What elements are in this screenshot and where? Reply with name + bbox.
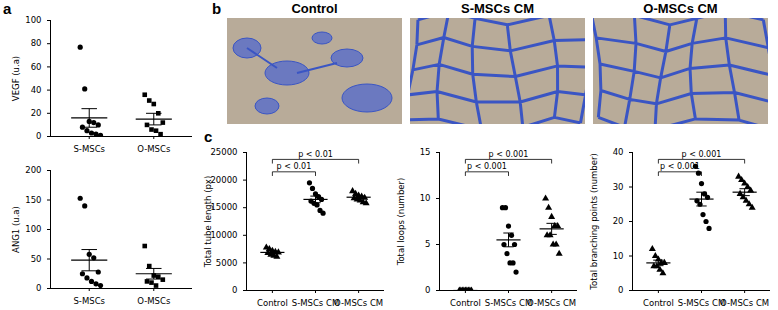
- svg-text:S-MSCs: S-MSCs: [73, 144, 105, 154]
- svg-text:O-MSCs CM: O-MSCs CM: [643, 1, 717, 16]
- svg-text:p < 0.001: p < 0.001: [467, 162, 507, 171]
- svg-text:100: 100: [25, 224, 41, 234]
- svg-text:20: 20: [613, 216, 624, 226]
- svg-text:20000: 20000: [210, 175, 237, 185]
- html-text:b: b: [212, 0, 222, 17]
- svg-text:150: 150: [25, 195, 41, 205]
- svg-text:Control: Control: [291, 1, 337, 16]
- svg-text:20: 20: [31, 108, 42, 118]
- svg-text:100: 100: [25, 15, 41, 25]
- html-text:a: a: [3, 0, 12, 17]
- svg-text:S-MSCs CM: S-MSCs CM: [485, 298, 533, 308]
- svg-text:p < 0.001: p < 0.001: [682, 150, 722, 159]
- svg-text:p < 0.001: p < 0.001: [489, 150, 529, 159]
- svg-text:15: 15: [420, 147, 431, 157]
- svg-text:O-MSCs: O-MSCs: [137, 296, 171, 306]
- svg-text:O-MSCs CM: O-MSCs CM: [527, 298, 576, 308]
- svg-text:25000: 25000: [210, 147, 237, 157]
- svg-text:O-MSCs CM: O-MSCs CM: [720, 298, 769, 308]
- svg-text:S-MSCs: S-MSCs: [73, 296, 105, 306]
- svg-text:30: 30: [613, 182, 624, 192]
- svg-text:80: 80: [31, 38, 42, 48]
- svg-text:10: 10: [613, 251, 624, 261]
- svg-text:S-MSCs CM: S-MSCs CM: [461, 1, 534, 16]
- svg-text:5000: 5000: [216, 258, 238, 268]
- svg-text:200: 200: [25, 165, 41, 175]
- svg-text:0: 0: [36, 283, 41, 293]
- svg-text:40: 40: [613, 147, 624, 157]
- svg-text:0: 0: [232, 285, 237, 295]
- svg-text:0: 0: [425, 285, 430, 295]
- svg-text:Control: Control: [257, 298, 288, 308]
- svg-text:S-MSCs CM: S-MSCs CM: [292, 298, 340, 308]
- svg-text:5: 5: [425, 239, 430, 249]
- svg-text:p < 0.01: p < 0.01: [277, 162, 312, 171]
- svg-text:Total loops (number): Total loops (number): [396, 178, 406, 267]
- svg-text:40: 40: [31, 85, 42, 95]
- svg-text:0: 0: [618, 285, 623, 295]
- svg-text:Total branching points (number: Total branching points (number): [589, 153, 599, 291]
- svg-text:Total tube length (px): Total tube length (px): [203, 176, 213, 268]
- svg-text:S-MSCs CM: S-MSCs CM: [678, 298, 726, 308]
- svg-text:O-MSCs: O-MSCs: [137, 144, 171, 154]
- svg-text:Control: Control: [643, 298, 674, 308]
- svg-text:p < 0.01: p < 0.01: [298, 150, 333, 159]
- svg-text:Control: Control: [450, 298, 481, 308]
- svg-text:VEGF (u.a): VEGF (u.a): [11, 56, 21, 101]
- svg-text:50: 50: [31, 254, 42, 264]
- svg-text:10: 10: [420, 193, 431, 203]
- svg-text:10000: 10000: [210, 230, 237, 240]
- svg-text:0: 0: [36, 131, 41, 141]
- svg-text:ANG1 (u.a): ANG1 (u.a): [11, 206, 21, 253]
- svg-text:60: 60: [31, 62, 42, 72]
- svg-text:O-MSCs CM: O-MSCs CM: [334, 298, 383, 308]
- html-text:c: c: [204, 128, 213, 145]
- svg-text:p < 0.001: p < 0.001: [660, 162, 700, 171]
- svg-text:15000: 15000: [210, 202, 237, 212]
